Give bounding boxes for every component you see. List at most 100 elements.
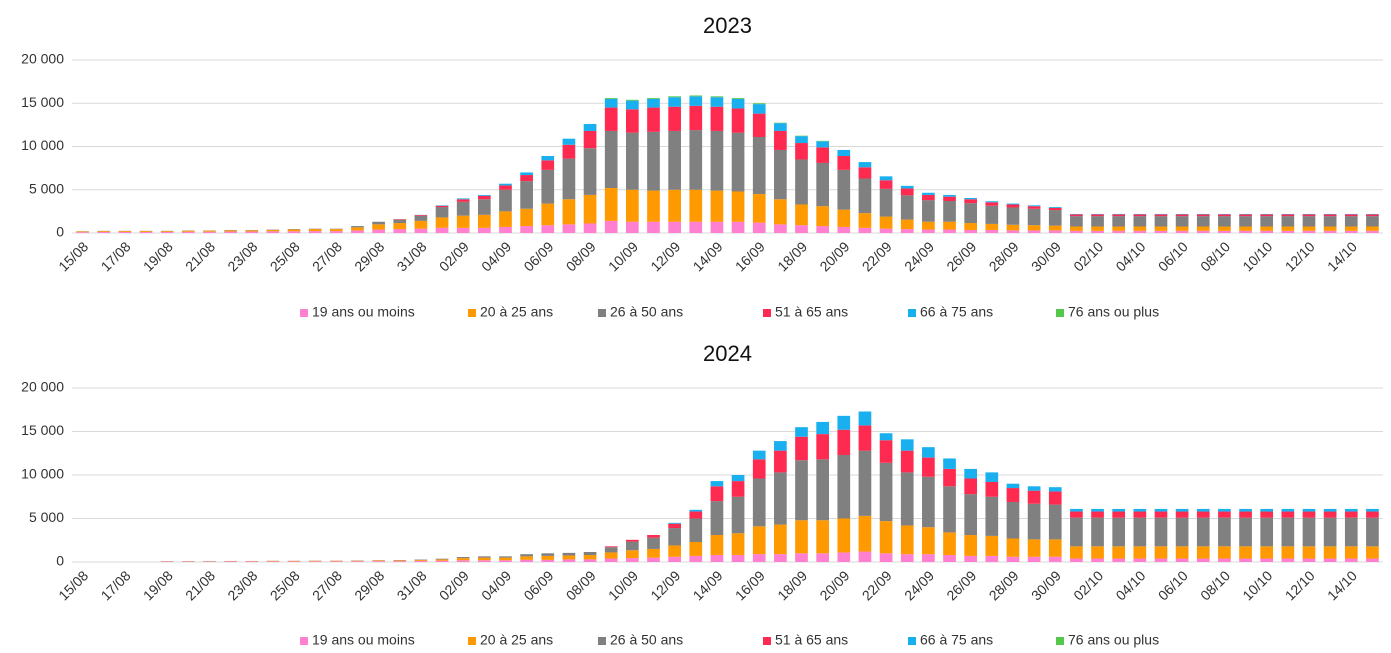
bar-segment [1175,226,1189,231]
bar-segment [1133,546,1147,559]
bar-segment [774,199,787,225]
bar-segment [710,555,724,562]
bar-segment [541,559,555,562]
bar-segment [1154,230,1168,233]
bar-segment [985,481,999,497]
bar-segment [245,561,259,562]
y-tick-label: 20 000 [21,379,64,395]
bar-segment [647,537,660,549]
x-tick-label: 31/08 [394,238,430,274]
bar-segment [266,229,280,232]
bar-segment [541,555,555,560]
bar-segment [879,180,893,189]
bar-segment [795,520,808,554]
bar-segment [181,231,195,233]
bar-segment [1323,216,1337,227]
bar-segment [1281,517,1295,547]
bar-segment [1239,558,1252,562]
bar-segment [520,208,533,227]
bar-segment [858,227,872,233]
bar-segment [604,547,618,553]
bar-segment [1302,230,1316,233]
bar-segment [1091,214,1104,217]
bar-segment [1006,230,1020,233]
bar-segment [985,202,999,206]
bar-segment [1196,508,1210,512]
bar-segment [1344,226,1358,231]
bar-segment [647,107,660,132]
legend-swatch [468,309,476,317]
legend-label: 76 ans ou plus [1068,304,1159,320]
bar-segment [1302,558,1316,562]
bar-segment [774,130,787,150]
bar-segment [499,556,512,558]
bar-segment [774,149,787,200]
bar-segment [1281,546,1295,559]
legend-swatch [1056,637,1064,645]
bar-segment [1218,230,1231,233]
bar-segment [1154,558,1168,562]
bar-segment [964,197,978,200]
bar-segment [604,98,618,108]
x-tick-label: 18/09 [774,238,810,274]
bar-segment [774,441,787,451]
bar-segment [752,113,766,137]
x-tick-label: 02/10 [1070,567,1106,603]
bar-segment [626,558,639,562]
bar-segment [647,535,660,538]
bar-segment [414,228,428,233]
bar-segment [731,98,745,109]
bar-segment [139,231,153,233]
x-tick-label: 10/10 [1239,567,1275,603]
bar-segment [1048,539,1062,557]
bar-segment [1344,230,1358,233]
bar-segment [477,227,491,233]
bar-segment [1027,208,1041,226]
bar-segment [795,436,808,461]
x-tick-label: 26/09 [943,567,979,603]
bar-segment [752,459,766,479]
bar-segment [900,450,914,473]
bar-segment [1175,511,1189,518]
bar-segment [774,224,787,233]
bar-segment [1196,546,1210,559]
bar-segment [710,481,724,487]
bar-segment [1048,504,1062,540]
bar-segment [287,231,301,233]
y-tick-label: 5 000 [29,509,64,525]
bar-segment [1344,517,1358,547]
x-tick-label: 28/09 [986,567,1022,603]
bar-segment [922,527,935,555]
bar-segment [752,222,766,233]
bar-segment [858,162,872,168]
bar-segment [1323,226,1337,231]
bar-segment [562,138,576,145]
bar-segment [626,100,639,110]
bar-segment [1175,216,1189,227]
bar-segment [985,472,999,482]
bar-segment [477,556,491,558]
bar-segment [816,162,829,207]
bar-segment [583,124,597,131]
bar-segment [816,226,829,233]
bar-segment [1027,230,1041,233]
bar-segment [456,199,470,202]
bar-segment [1344,216,1358,227]
bar-segment [647,98,660,99]
legend-swatch [468,637,476,645]
bar-segment [837,209,851,227]
bar-segment [710,486,724,502]
bar-segment [604,188,618,221]
legend-label: 51 à 65 ans [775,304,848,320]
bar-segment [837,429,851,455]
bar-segment [943,555,956,562]
bar-segment [774,524,787,555]
bar-segment [943,532,956,556]
x-tick-label: 12/09 [647,567,683,603]
bar-segment [837,156,851,170]
bar-segment [689,189,703,222]
x-tick-label: 08/10 [1197,567,1233,603]
bar-segment [752,103,766,105]
x-tick-label: 14/09 [690,238,726,274]
bar-segment [668,522,681,524]
